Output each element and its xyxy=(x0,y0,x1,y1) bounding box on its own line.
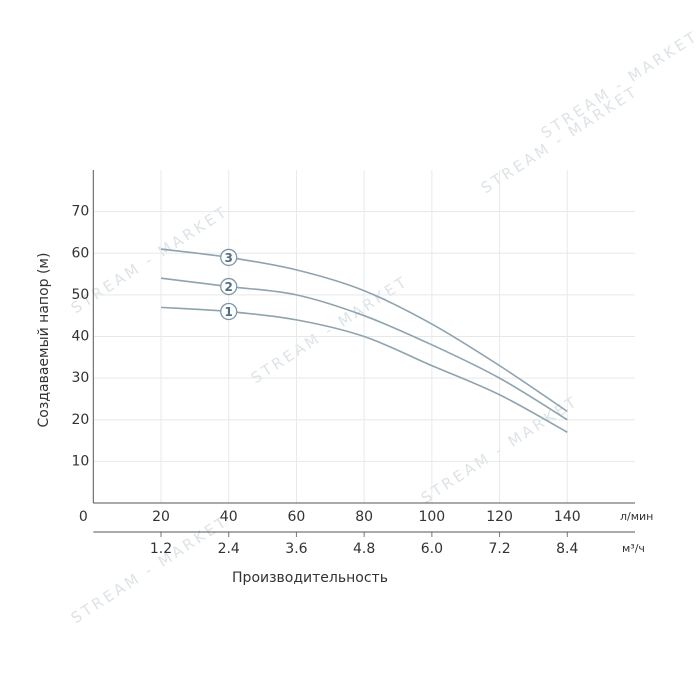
watermark: STREAM - MARKET xyxy=(68,202,232,317)
x2-tick-label: 3.6 xyxy=(285,541,307,557)
legend-marker xyxy=(220,248,238,267)
x2-tick-label: 4.8 xyxy=(353,541,375,557)
x-tick-label: 100 xyxy=(418,509,445,525)
watermark: STREAM - MARKET xyxy=(478,82,642,197)
x-tick-label: 20 xyxy=(152,509,170,525)
x-tick-label: 0 xyxy=(79,509,88,525)
watermark: STREAM - MARKET xyxy=(538,27,700,142)
y-tick-label: 10 xyxy=(71,453,89,469)
x-tick-label: 140 xyxy=(554,509,581,525)
x2-tick-label: 1.2 xyxy=(150,541,172,557)
legend-label: 3 xyxy=(225,251,233,265)
y-tick-label: 20 xyxy=(71,412,89,428)
legend-label: 2 xyxy=(225,280,233,294)
x2-tick-label: 6.0 xyxy=(421,541,443,557)
y-tick-label: 50 xyxy=(71,287,89,303)
y-tick-label: 30 xyxy=(71,370,89,386)
x-tick-label: 40 xyxy=(220,509,238,525)
x-tick-label: 120 xyxy=(486,509,513,525)
x2-unit: м³/ч xyxy=(622,542,645,555)
x-tick-label: 60 xyxy=(288,509,306,525)
x2-tick-label: 7.2 xyxy=(488,541,510,557)
x-tick-label: 80 xyxy=(355,509,373,525)
y-tick-label: 40 xyxy=(71,329,89,345)
watermark: STREAM - MARKET xyxy=(68,512,232,627)
legend-marker xyxy=(220,277,238,296)
y-tick-label: 60 xyxy=(71,245,89,261)
legend-label: 1 xyxy=(225,305,233,319)
x-axis-title: Производительность xyxy=(232,570,388,586)
x2-tick-label: 2.4 xyxy=(218,541,240,557)
y-axis-title: Создаваемый напор (м) xyxy=(36,253,52,428)
y-tick-label: 70 xyxy=(71,204,89,220)
watermark: STREAM - MARKET xyxy=(248,272,412,387)
x-unit: л/мин xyxy=(620,510,653,523)
x2-tick-label: 8.4 xyxy=(556,541,578,557)
legend-marker xyxy=(220,302,238,321)
